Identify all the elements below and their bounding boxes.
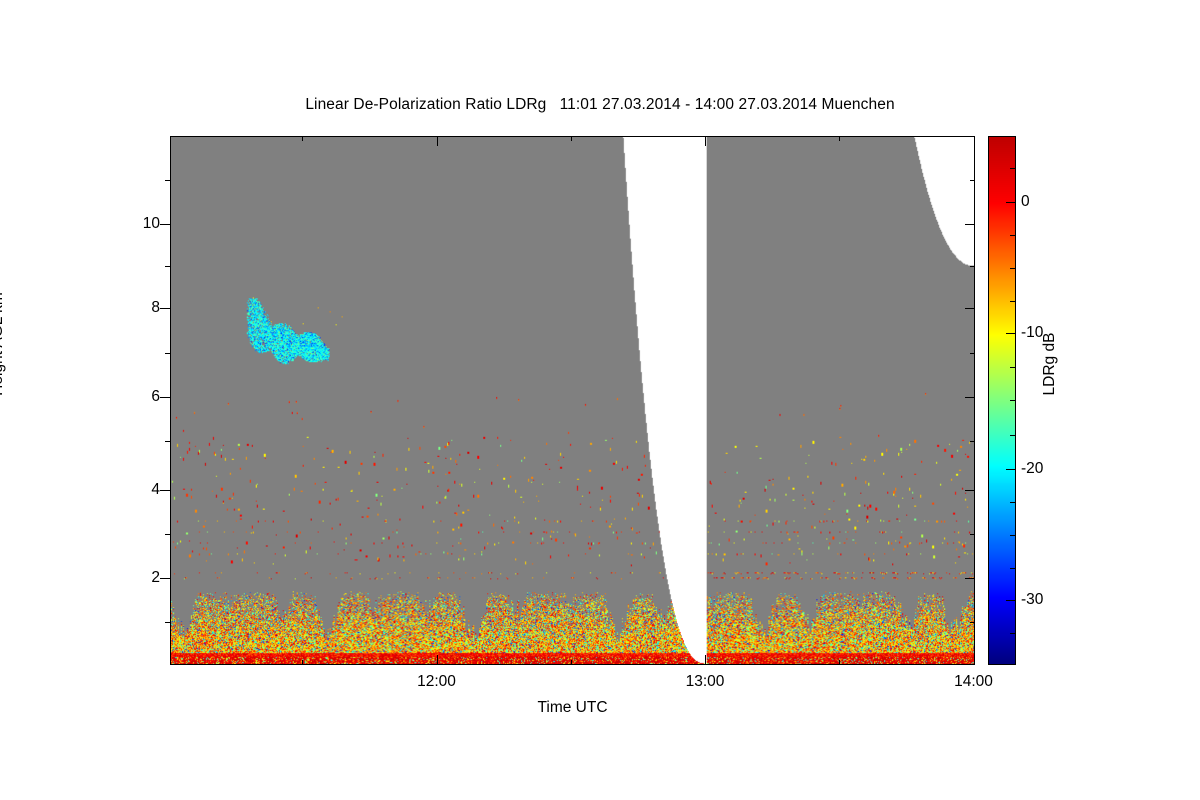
page-title: Linear De-Polarization Ratio LDRg 11:01 … bbox=[305, 96, 895, 113]
y-tick-10 bbox=[160, 223, 170, 225]
colorbar-tick-minus30 bbox=[1006, 600, 1015, 602]
x-tick-minor-1130 bbox=[302, 660, 304, 665]
y-tick-right-minor-1 bbox=[970, 622, 975, 624]
y-tick-8 bbox=[160, 308, 170, 310]
y-axis-title: Height AGL km bbox=[0, 292, 6, 396]
y-tick-minor-1 bbox=[165, 622, 170, 624]
colorbar-label-minus30: -30 bbox=[1021, 591, 1044, 608]
y-tick-right-minor-3 bbox=[970, 534, 975, 536]
y-tick-minor-9 bbox=[165, 266, 170, 268]
x-tick-1400 bbox=[973, 655, 975, 665]
x-tick-label-1400: 14:00 bbox=[954, 673, 993, 690]
x-tick-top-minor-1330 bbox=[839, 136, 841, 141]
colorbar-tick-minus20 bbox=[1006, 468, 1015, 470]
y-tick-right-10 bbox=[965, 223, 975, 225]
colorbar-tick-minor-g bbox=[1010, 435, 1015, 437]
colorbar-tick-minus10 bbox=[1006, 333, 1015, 335]
y-tick-right-minor-11 bbox=[970, 180, 975, 182]
y-tick-label-10: 10 bbox=[142, 215, 160, 232]
y-tick-right-2 bbox=[965, 578, 975, 580]
heatmap-plot-area bbox=[170, 136, 975, 665]
x-tick-1200 bbox=[436, 655, 438, 665]
colorbar-tick-minor-i bbox=[1010, 535, 1015, 537]
colorbar-label-minus20: -20 bbox=[1021, 460, 1044, 477]
y-tick-minor-7 bbox=[165, 352, 170, 354]
y-tick-label-6: 6 bbox=[151, 388, 160, 405]
y-tick-right-minor-5 bbox=[970, 441, 975, 443]
colorbar-tick-minor-j bbox=[1010, 568, 1015, 570]
y-tick-label-8: 8 bbox=[151, 299, 160, 316]
x-tick-top-minor-1130 bbox=[302, 136, 304, 141]
x-axis-title: Time UTC bbox=[537, 699, 608, 716]
colorbar-label-minus10: -10 bbox=[1021, 324, 1044, 341]
y-tick-6 bbox=[160, 396, 170, 399]
heatmap-canvas bbox=[171, 137, 974, 664]
x-tick-minor-1330 bbox=[839, 660, 841, 665]
y-tick-right-minor-7 bbox=[970, 352, 975, 354]
x-tick-top-1400 bbox=[973, 136, 975, 146]
x-tick-label-1200: 12:00 bbox=[417, 673, 456, 690]
colorbar-label-0: 0 bbox=[1021, 193, 1030, 210]
y-tick-minor-3 bbox=[165, 534, 170, 536]
x-tick-top-1200 bbox=[436, 136, 438, 146]
x-tick-top-1300 bbox=[705, 136, 707, 146]
y-tick-2 bbox=[160, 578, 170, 580]
colorbar-tick-minor-b bbox=[1010, 234, 1015, 236]
x-tick-1300 bbox=[705, 655, 707, 665]
colorbar-tick-0 bbox=[1006, 201, 1015, 203]
x-tick-label-1300: 13:00 bbox=[685, 673, 725, 690]
colorbar-tick-minor-e bbox=[1010, 366, 1015, 368]
y-tick-right-8 bbox=[965, 308, 975, 310]
y-tick-minor-5 bbox=[165, 441, 170, 443]
colorbar-tick-minor-h bbox=[1010, 502, 1015, 504]
y-tick-right-6 bbox=[965, 396, 975, 399]
y-tick-right-4 bbox=[965, 490, 975, 492]
colorbar-tick-minor-k bbox=[1010, 633, 1015, 635]
colorbar-title: LDRg dB bbox=[1041, 332, 1058, 396]
y-tick-label-2: 2 bbox=[151, 569, 160, 586]
colorbar-tick-minor-c bbox=[1010, 267, 1015, 269]
colorbar-tick-minor-f bbox=[1010, 400, 1015, 402]
colorbar-tick-minor-d bbox=[1010, 300, 1015, 302]
y-tick-label-4: 4 bbox=[151, 481, 160, 498]
x-tick-top-minor-1230 bbox=[570, 136, 572, 141]
x-tick-minor-1230 bbox=[570, 660, 572, 665]
y-tick-minor-11 bbox=[165, 180, 170, 182]
y-tick-right-minor-9 bbox=[970, 266, 975, 268]
y-tick-4 bbox=[160, 490, 170, 492]
colorbar-tick-minor-a bbox=[1010, 168, 1015, 170]
